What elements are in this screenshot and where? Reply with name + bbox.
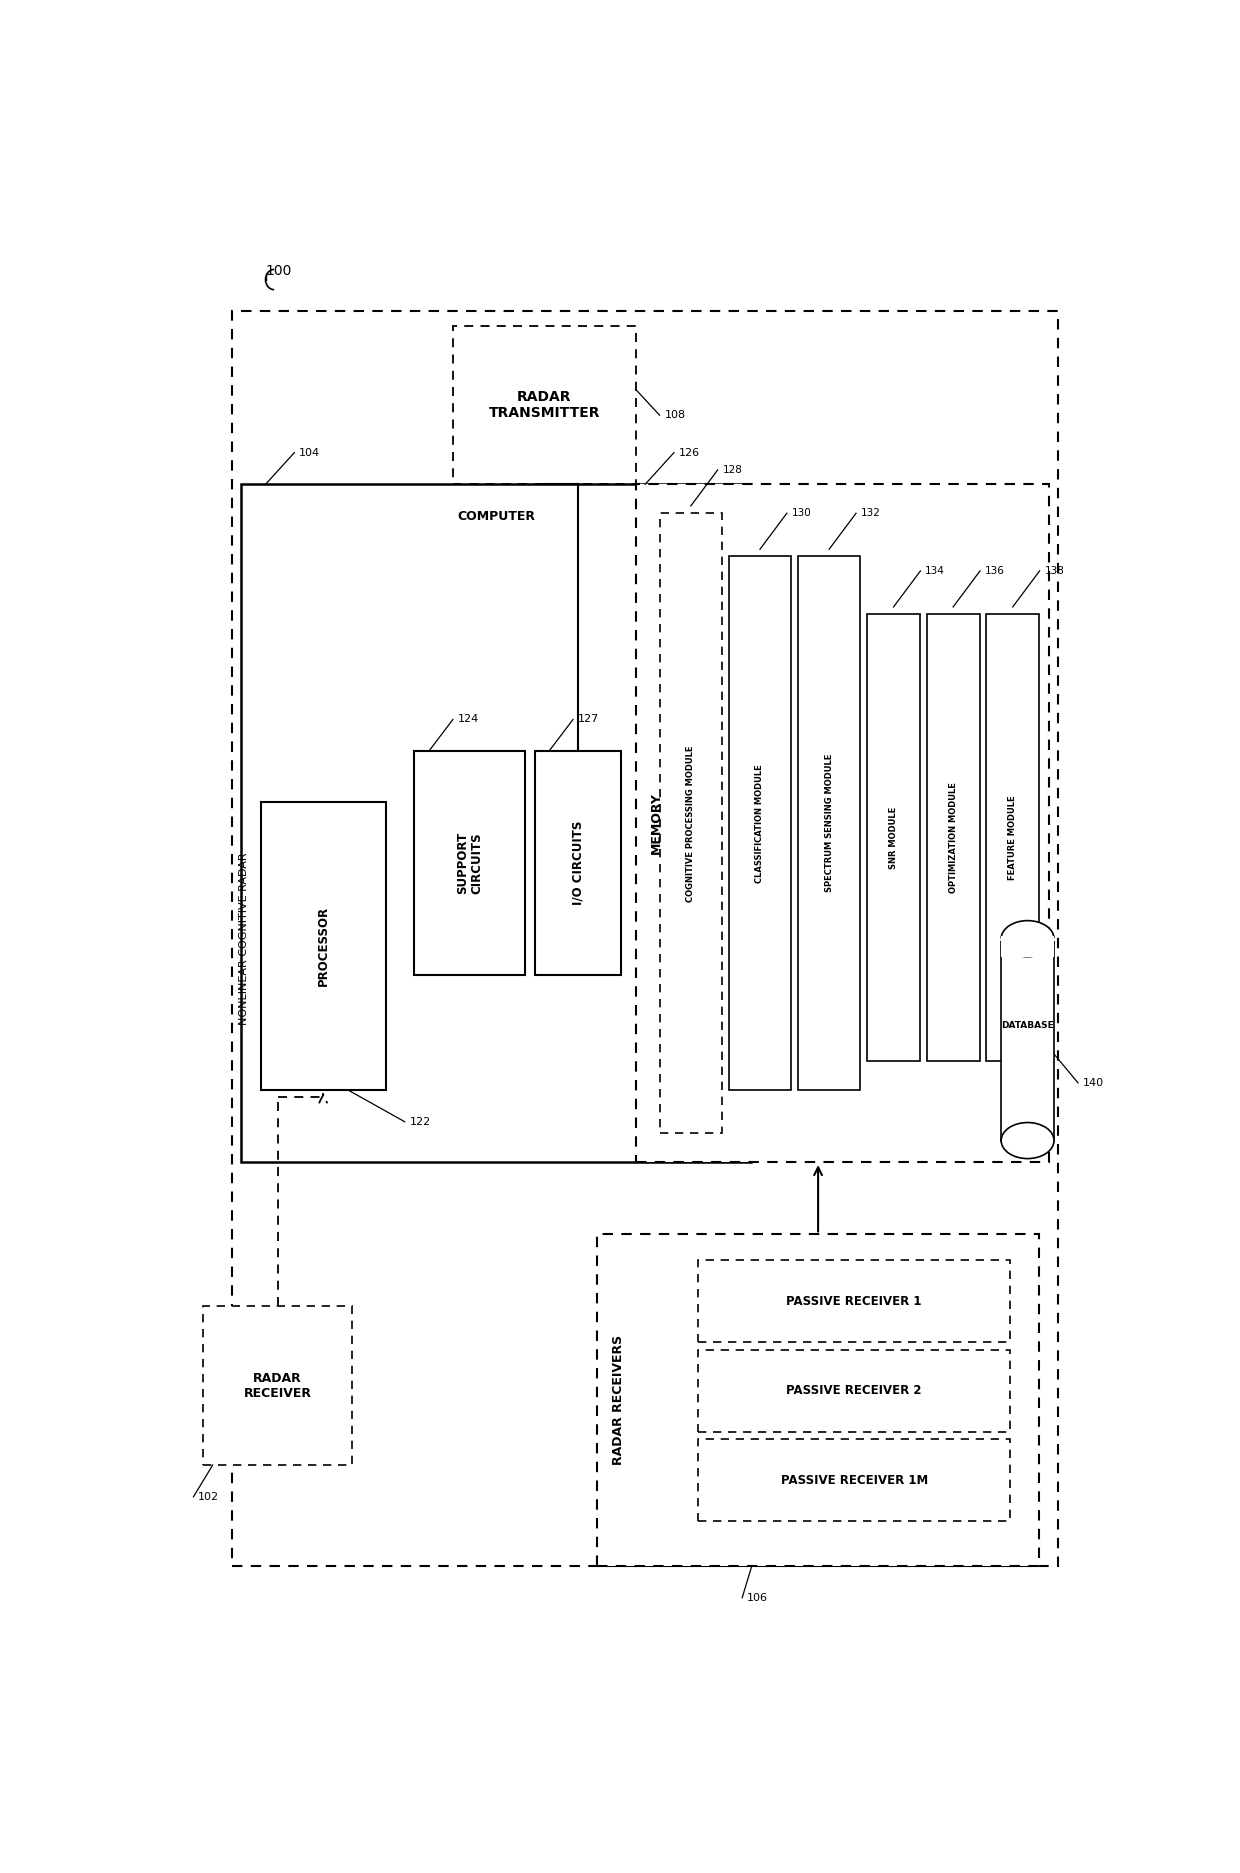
Text: DATABASE: DATABASE (1001, 1021, 1054, 1030)
Bar (867, 614, 920, 1062)
Bar (986, 614, 1039, 1062)
Text: PASSIVE RECEIVER 1: PASSIVE RECEIVER 1 (786, 1294, 921, 1307)
Text: COMPUTER: COMPUTER (458, 509, 536, 523)
Text: 124: 124 (458, 714, 479, 725)
Text: MEMORY: MEMORY (650, 792, 663, 854)
Bar (414, 751, 525, 974)
Text: SUPPORT
CIRCUITS: SUPPORT CIRCUITS (456, 832, 484, 893)
Bar (797, 556, 861, 1090)
Text: 134: 134 (925, 566, 945, 575)
Bar (596, 1234, 1039, 1566)
Bar (242, 485, 751, 1161)
Ellipse shape (1001, 922, 1054, 957)
Bar (698, 1261, 1011, 1343)
Text: PASSIVE RECEIVER 2: PASSIVE RECEIVER 2 (786, 1384, 921, 1397)
Text: PASSIVE RECEIVER 1M: PASSIVE RECEIVER 1M (780, 1474, 928, 1487)
Bar (203, 1307, 352, 1465)
Text: FEATURE MODULE: FEATURE MODULE (1008, 796, 1017, 880)
Bar (926, 614, 980, 1062)
Text: RADAR
RECEIVER: RADAR RECEIVER (243, 1371, 311, 1399)
Text: RADAR
TRANSMITTER: RADAR TRANSMITTER (489, 390, 600, 420)
Bar (660, 513, 722, 1133)
Text: 126: 126 (678, 448, 699, 457)
Text: 128: 128 (723, 465, 743, 476)
Bar (698, 1438, 1011, 1521)
Text: 127: 127 (578, 714, 599, 725)
Bar (1001, 936, 1054, 957)
Bar (453, 326, 635, 485)
Text: 138: 138 (1044, 566, 1064, 575)
Text: 100: 100 (265, 264, 291, 277)
Text: SNR MODULE: SNR MODULE (889, 807, 898, 869)
Text: CLASSIFICATION MODULE: CLASSIFICATION MODULE (755, 764, 764, 882)
Text: SPECTRUM SENSING MODULE: SPECTRUM SENSING MODULE (825, 755, 833, 892)
Bar (698, 1350, 1011, 1431)
Text: 108: 108 (665, 410, 686, 420)
Text: 136: 136 (985, 566, 1004, 575)
Text: 106: 106 (746, 1592, 768, 1603)
Bar (232, 311, 1059, 1566)
Text: 140: 140 (1083, 1077, 1104, 1088)
Text: 102: 102 (198, 1491, 219, 1502)
Text: 130: 130 (791, 508, 811, 519)
Text: 104: 104 (299, 448, 320, 457)
Text: COGNITIVE PROCESSING MODULE: COGNITIVE PROCESSING MODULE (686, 745, 696, 901)
Text: I/O CIRCUITS: I/O CIRCUITS (572, 820, 584, 905)
Bar (534, 751, 621, 974)
Text: PROCESSOR: PROCESSOR (316, 907, 330, 985)
Text: RADAR RECEIVERS: RADAR RECEIVERS (611, 1335, 625, 1465)
Bar (260, 802, 386, 1090)
Bar (1001, 938, 1054, 1141)
Bar (635, 485, 1049, 1161)
Text: OPTIMIZATION MODULE: OPTIMIZATION MODULE (949, 783, 957, 893)
Bar (729, 556, 791, 1090)
Text: NONLINEAR COGNITIVE RADAR: NONLINEAR COGNITIVE RADAR (239, 852, 249, 1025)
Text: 122: 122 (409, 1116, 432, 1128)
Ellipse shape (1001, 1122, 1054, 1159)
Text: 132: 132 (861, 508, 880, 519)
